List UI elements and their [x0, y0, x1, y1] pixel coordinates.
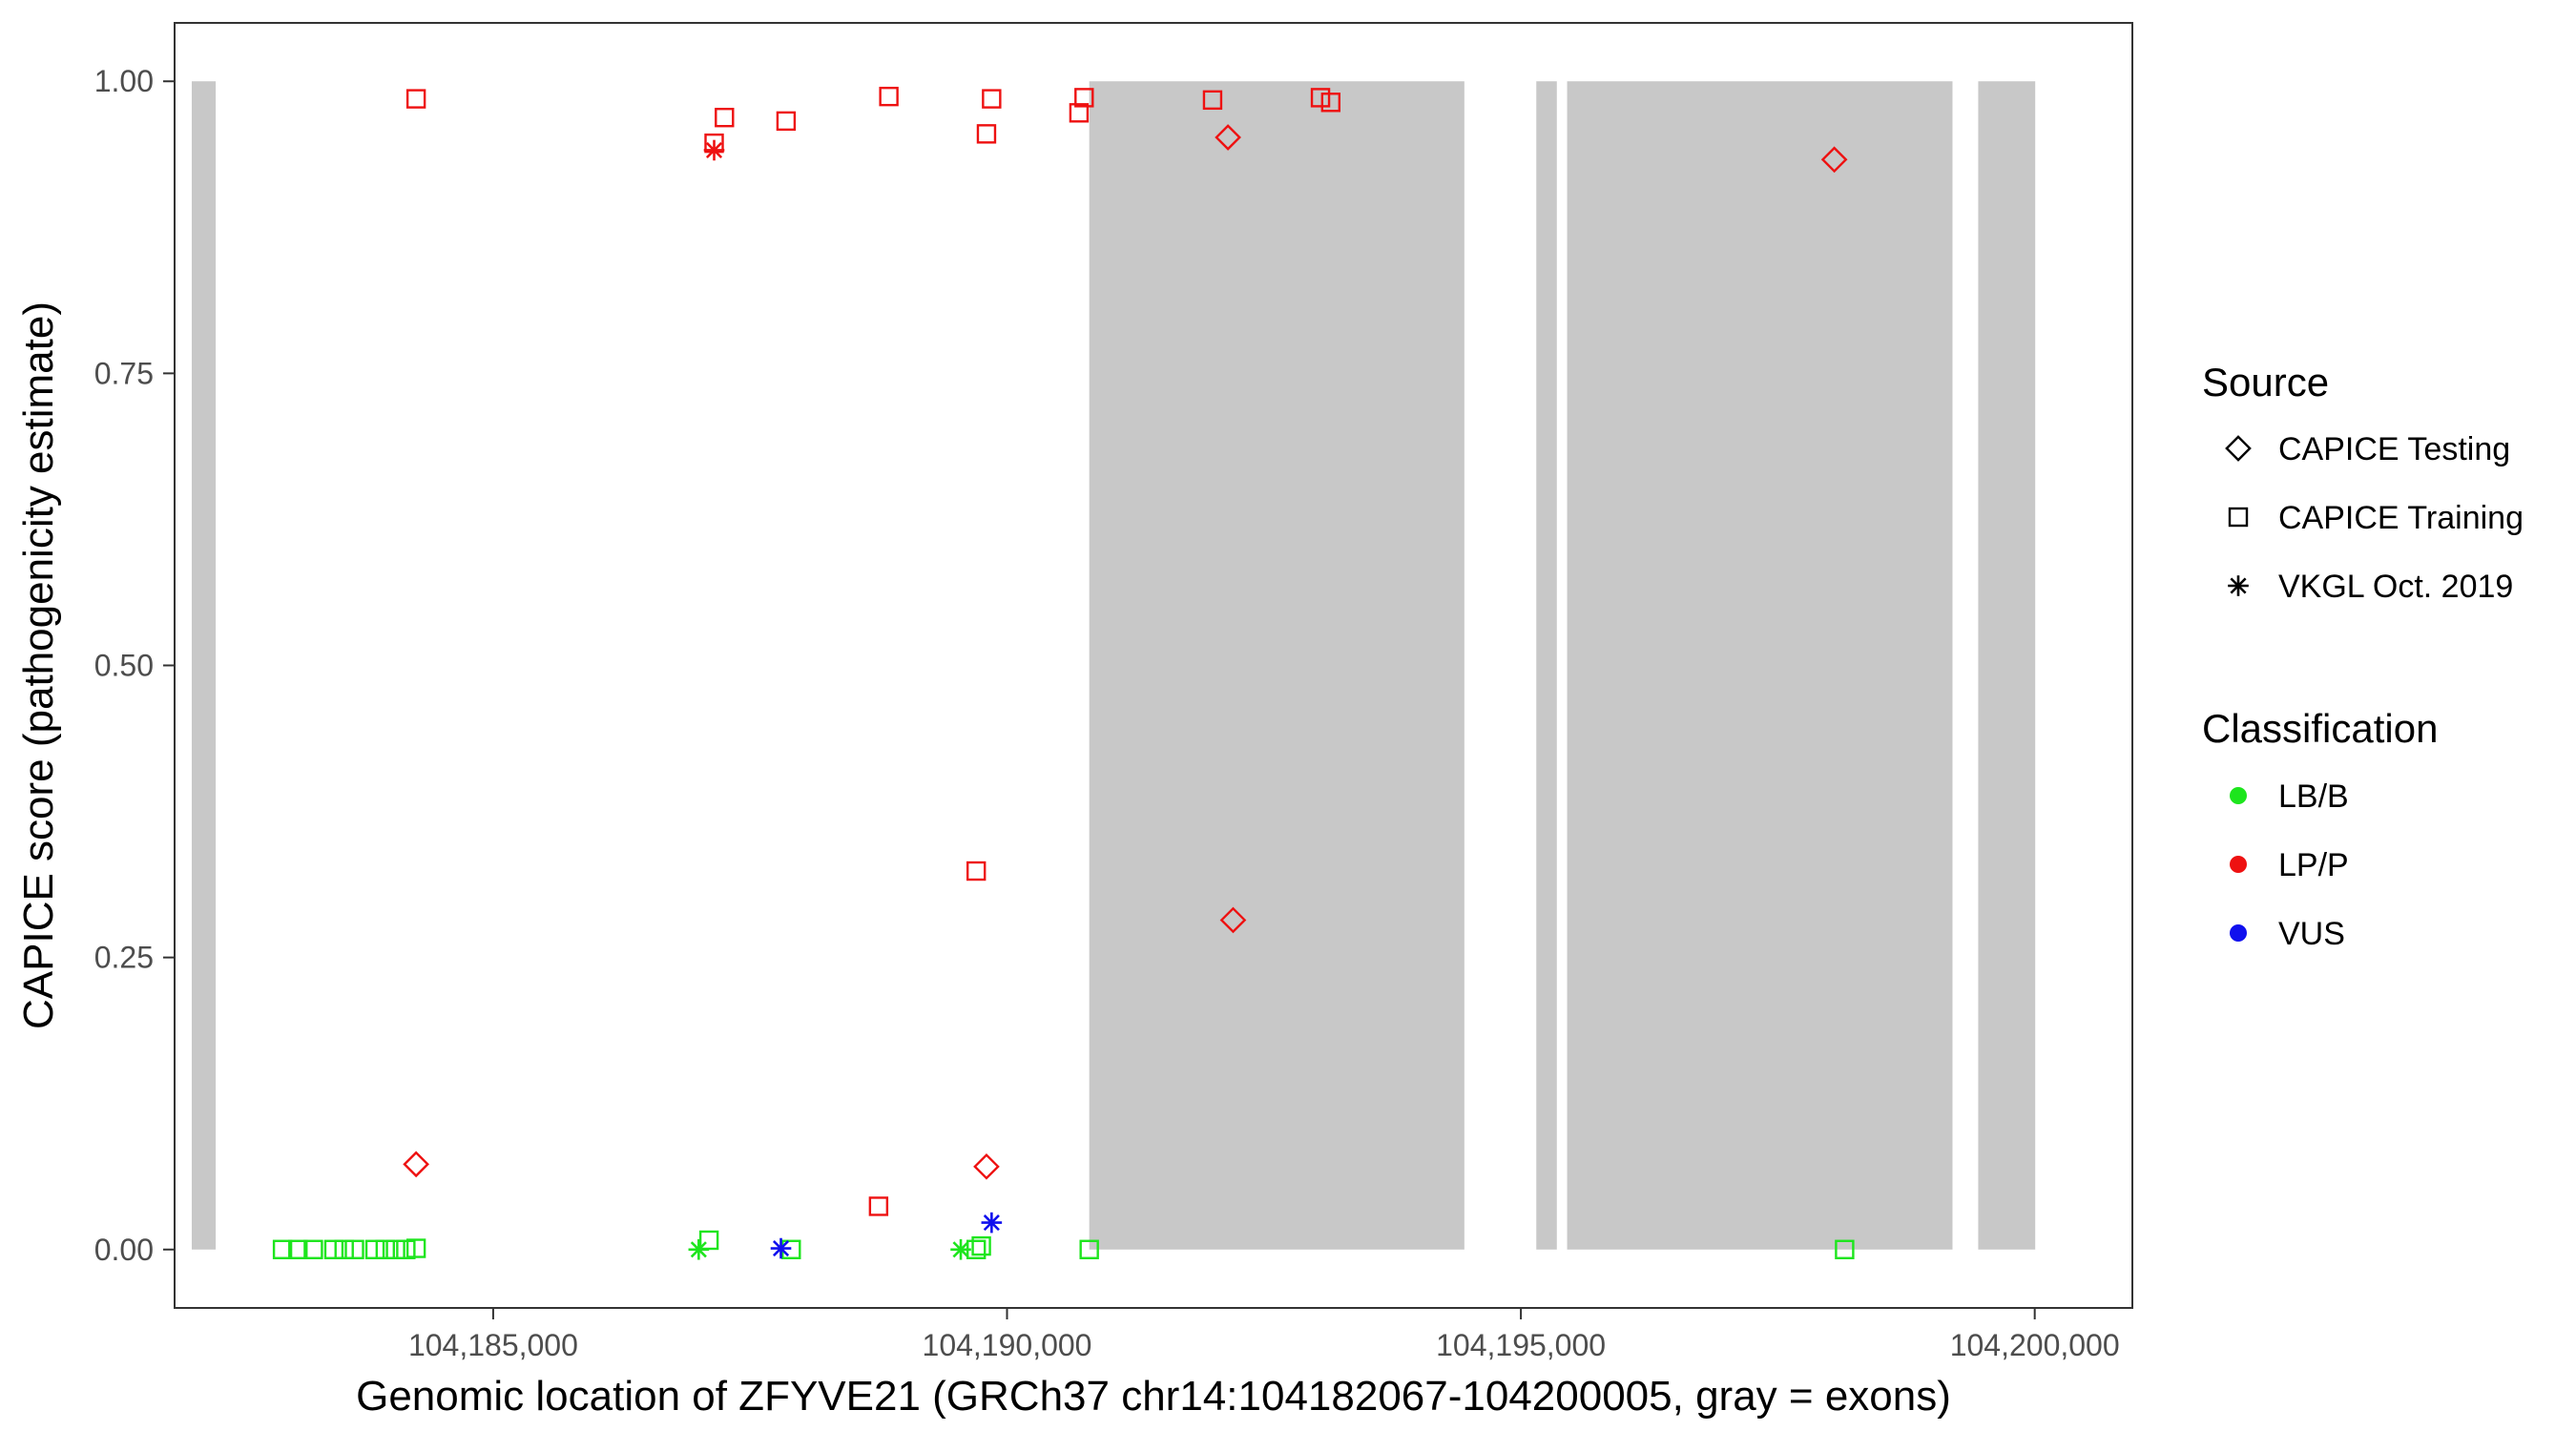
data-point-7: [976, 124, 997, 144]
legend-class-label-2: LP/P: [2278, 847, 2349, 883]
data-point-17: [1219, 906, 1247, 934]
data-point-11: [1310, 88, 1331, 108]
legend-source-title: Source: [2202, 360, 2329, 404]
legend-class-label-1: LB/B: [2278, 778, 2349, 815]
data-point-41: [981, 1212, 1003, 1234]
legend-class-label-3: VUS: [2278, 916, 2345, 952]
data-point-30: [396, 1239, 416, 1259]
exon-band-5: [1978, 81, 2036, 1250]
x-tick-label-4: 104,200,000: [1950, 1328, 2120, 1362]
data-point-15: [1215, 124, 1241, 151]
x-tick-label-2: 104,190,000: [923, 1328, 1092, 1362]
data-point-24: [323, 1239, 344, 1259]
legend-source-label-2: CAPICE Training: [2278, 500, 2524, 536]
legend-class-key-2: [2230, 856, 2247, 873]
x-axis-label: Genomic location of ZFYVE21 (GRCh37 chr1…: [356, 1373, 1951, 1420]
data-point-31: [405, 1238, 426, 1258]
data-point-35: [971, 1235, 991, 1256]
x-tick-label-1: 104,185,000: [408, 1328, 578, 1362]
y-tick-label-2: 0.25: [94, 941, 154, 975]
data-point-27: [364, 1239, 385, 1259]
y-tick-label-4: 0.75: [94, 356, 154, 390]
data-point-14: [868, 1196, 889, 1216]
data-point-9: [1069, 103, 1090, 123]
data-point-22: [288, 1239, 308, 1259]
y-tick-label-1: 0.00: [94, 1233, 154, 1267]
data-point-26: [344, 1239, 364, 1259]
data-point-20: [703, 139, 725, 161]
data-point-10: [1202, 90, 1223, 111]
data-point-25: [334, 1239, 354, 1259]
legend-source-key-3: [2228, 575, 2249, 596]
data-point-1: [405, 89, 426, 109]
data-point-3: [715, 107, 735, 128]
legend-source-label-3: VKGL Oct. 2019: [2278, 569, 2513, 605]
data-points: [272, 86, 1855, 1260]
data-point-6: [982, 89, 1002, 109]
exon-band-4: [1567, 81, 1953, 1250]
data-point-21: [272, 1239, 293, 1259]
data-point-16: [1820, 146, 1848, 174]
legend-source-label-1: CAPICE Testing: [2278, 431, 2510, 467]
data-point-36: [1079, 1239, 1099, 1259]
x-tick-label-3: 104,195,000: [1436, 1328, 1606, 1362]
data-point-40: [770, 1237, 792, 1259]
legend-class-key-3: [2230, 924, 2247, 942]
y-axis-label: CAPICE score (pathogenicity estimate): [15, 301, 62, 1029]
exon-band-3: [1536, 81, 1557, 1250]
data-point-13: [966, 861, 987, 881]
exon-band-1: [191, 81, 217, 1250]
data-point-19: [973, 1152, 1000, 1180]
legend-source-key-1: [2225, 435, 2252, 462]
data-point-8: [1074, 88, 1094, 108]
data-point-23: [303, 1239, 323, 1259]
legend-source-items: CAPICE Testing CAPICE Training VKGL Oct. 2…: [2225, 431, 2524, 605]
data-point-29: [385, 1239, 405, 1259]
data-point-12: [1320, 93, 1341, 113]
data-point-18: [403, 1151, 429, 1178]
y-axis: 0.00 0.25 0.50 0.75 1.00: [94, 64, 175, 1267]
legend-class-key-1: [2230, 787, 2247, 804]
data-point-5: [879, 86, 899, 107]
exon-bands: [191, 81, 2036, 1250]
legend-classification-title: Classification: [2202, 706, 2438, 751]
x-axis: 104,185,000 104,190,000 104,195,000 104,200…: [408, 1308, 2120, 1362]
data-point-38: [688, 1238, 710, 1260]
data-point-28: [375, 1239, 396, 1259]
data-point-39: [950, 1238, 971, 1260]
legend: Source CAPICE Testing CAPICE Training VKGL…: [2202, 360, 2524, 952]
y-tick-label-3: 0.50: [94, 649, 154, 683]
exon-band-2: [1089, 81, 1465, 1250]
data-point-4: [776, 111, 797, 132]
legend-classification-items: LB/B LP/P VUS: [2230, 778, 2349, 952]
legend-source-key-2: [2228, 507, 2249, 528]
data-point-37: [1835, 1239, 1855, 1259]
y-tick-label-5: 1.00: [94, 64, 154, 98]
